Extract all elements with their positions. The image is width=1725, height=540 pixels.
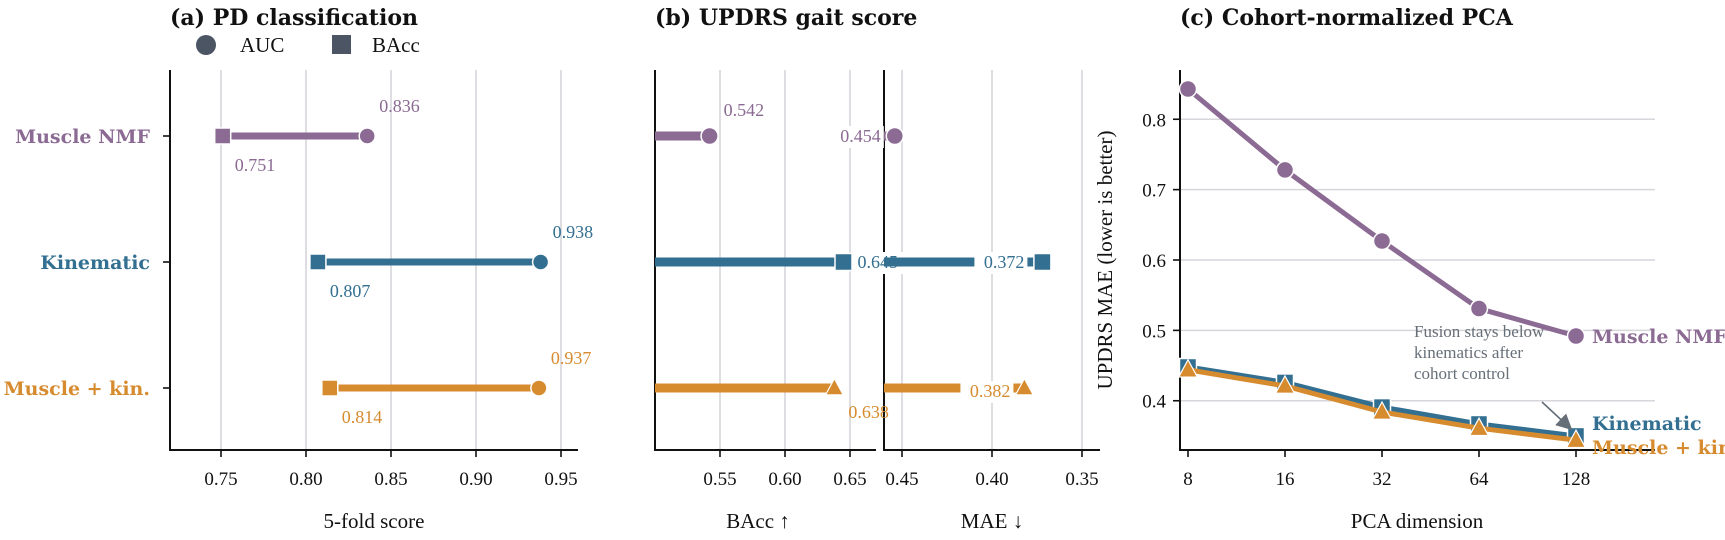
legend-bacc-marker — [332, 35, 351, 54]
legend: AUC BAcc — [196, 33, 420, 57]
panel-c-x-label: PCA dimension — [1351, 509, 1484, 533]
panel-b-x-ticks: 0.55 0.60 0.65 0.45 0.40 0.35 — [703, 450, 1099, 490]
auc-marker-kinematic — [531, 253, 550, 271]
auc-value-label-fusion: 0.937 — [551, 348, 592, 368]
panel-b-0-value-label-muscle: 0.542 — [724, 100, 765, 120]
panel-c-x-tick-label: 16 — [1276, 469, 1295, 490]
panel-a-x-tick-label: 0.90 — [459, 469, 492, 490]
panel-a: (a) PD classification 0.75 0.80 0.85 0.90 0.… — [4, 5, 593, 533]
panel-b-0-x-tick-label: 0.55 — [703, 469, 736, 490]
panel-b-1-x-tick-label: 0.45 — [885, 469, 918, 490]
panel-b-1-value-label-fusion: 0.382 — [970, 381, 1011, 401]
panel-b-1-x-tick-label: 0.35 — [1065, 469, 1098, 490]
panel-b: (b) UPDRS gait score 0.55 0.60 0.65 0.45 0.4… — [654, 5, 1100, 533]
panel-a-categories: Muscle NMF Kinematic Muscle + kin. — [4, 126, 170, 400]
auc-value-label-muscle: 0.836 — [379, 96, 420, 116]
panel-b-1-label-bg-kinematic — [974, 252, 1028, 274]
panel-c-y-tick-label: 0.4 — [1142, 392, 1166, 413]
bacc-value-label-fusion: 0.814 — [342, 407, 383, 427]
series-point-fusion — [1177, 358, 1199, 378]
annotation-arrow — [1541, 401, 1573, 431]
panel-c-x-tick-label: 8 — [1183, 469, 1193, 490]
panel-b-0-marker-fusion — [824, 377, 845, 396]
panel-a-x-label: 5-fold score — [324, 509, 425, 533]
panel-b-1-x-tick-label: 0.40 — [975, 469, 1008, 490]
panel-b-1-marker-fusion — [1014, 377, 1035, 396]
panel-c-x-tick-label: 64 — [1470, 469, 1490, 490]
series-line-muscle — [1186, 87, 1577, 339]
annotation-text-line: Fusion stays below — [1414, 322, 1545, 341]
auc-marker-muscle — [358, 127, 376, 145]
panel-b-0-x-tick-label: 0.60 — [768, 469, 801, 490]
series-end-label-fusion: Muscle + kin. — [1592, 437, 1725, 459]
panel-b-right-x-label: MAE ↓ — [961, 509, 1023, 533]
series-point-fusion — [1371, 400, 1393, 420]
panel-a-x-tick-label: 0.85 — [374, 469, 407, 490]
panel-a-x-tick-label: 0.80 — [289, 469, 322, 490]
bacc-marker-muscle — [213, 127, 232, 145]
category-label-kinematic: Kinematic — [40, 252, 150, 274]
panel-b-0-value-label-kinematic: 0.645 — [858, 252, 899, 272]
panel-a-x-tick-label: 0.75 — [204, 469, 237, 490]
panel-b-1-value-label-kinematic: 0.372 — [984, 252, 1025, 272]
panel-c-x-tick-label: 128 — [1562, 469, 1591, 490]
panel-c-ticks: 0.4 0.5 0.6 0.7 0.8 8 16 32 64 128 — [1142, 110, 1590, 490]
series-point-fusion — [1274, 374, 1296, 394]
panel-a-title: (a) PD classification — [170, 5, 418, 31]
panel-a-x-tick-label: 0.95 — [544, 469, 577, 490]
bacc-value-label-muscle: 0.751 — [235, 155, 276, 175]
panel-c-y-tick-label: 0.7 — [1142, 181, 1166, 202]
bacc-value-label-kinematic: 0.807 — [330, 281, 371, 301]
series-point-muscle — [1566, 326, 1586, 346]
series-point-fusion — [1468, 416, 1490, 437]
panel-b-title: (b) UPDRS gait score — [655, 5, 917, 31]
panel-c-y-tick-label: 0.6 — [1142, 251, 1166, 272]
panel-b-0-marker-kinematic — [834, 252, 853, 272]
auc-marker-fusion — [530, 379, 548, 397]
panel-b-1-value-label-muscle: 0.454 — [840, 126, 881, 146]
panel-b-0-x-tick-label: 0.65 — [833, 469, 866, 490]
series-point-muscle — [1469, 299, 1489, 318]
panel-c-annotation: Fusion stays below kinematics after cohort… — [1414, 322, 1573, 431]
panel-c-x-tick-label: 32 — [1373, 469, 1392, 490]
series-point-muscle — [1372, 231, 1392, 251]
panel-b-1-label-bg-muscle — [830, 126, 884, 148]
panel-c-title: (c) Cohort-normalized PCA — [1180, 5, 1514, 31]
panel-a-marks: 0.836 0.751 0.938 0.807 0.937 0.814 — [213, 96, 594, 427]
panel-b-1-marker-muscle — [885, 126, 905, 146]
auc-value-label-kinematic: 0.938 — [553, 222, 594, 242]
panel-b-1-label-bg-fusion — [960, 381, 1014, 403]
category-label-fusion: Muscle + kin. — [4, 378, 150, 400]
legend-auc-marker — [196, 35, 216, 55]
legend-bacc-label: BAcc — [372, 33, 420, 57]
panel-b-0-value-label-fusion: 0.638 — [848, 402, 889, 422]
series-point-muscle — [1178, 79, 1198, 99]
annotation-text-line: cohort control — [1414, 364, 1510, 383]
series-point-fusion — [1565, 428, 1587, 449]
panel-c-y-label: UPDRS MAE (lower is better) — [1093, 131, 1117, 390]
panel-b-left-x-label: BAcc ↑ — [726, 509, 790, 533]
bacc-marker-fusion — [321, 379, 339, 397]
annotation-text-line: kinematics after — [1414, 343, 1523, 362]
panel-c-y-tick-label: 0.8 — [1142, 110, 1166, 131]
panel-b-marks: 0.542 0.645 0.638 0.454 0.372 0.382 — [655, 100, 1052, 422]
legend-auc-label: AUC — [240, 33, 284, 57]
series-end-label-kinematic: Kinematic — [1592, 413, 1702, 435]
panel-c-y-tick-label: 0.5 — [1142, 321, 1166, 342]
panel-c: (c) Cohort-normalized PCA 0.40.50.60.70.… — [1093, 5, 1725, 533]
category-label-muscle: Muscle NMF — [15, 126, 150, 148]
panel-b-1-marker-kinematic — [1033, 252, 1052, 272]
series-end-label-muscle: Muscle NMF — [1592, 326, 1725, 348]
bacc-marker-kinematic — [309, 253, 327, 271]
panel-b-0-marker-muscle — [700, 126, 719, 146]
series-point-muscle — [1275, 160, 1295, 180]
panel-a-x-ticks: 0.75 0.80 0.85 0.90 0.95 — [204, 450, 578, 490]
